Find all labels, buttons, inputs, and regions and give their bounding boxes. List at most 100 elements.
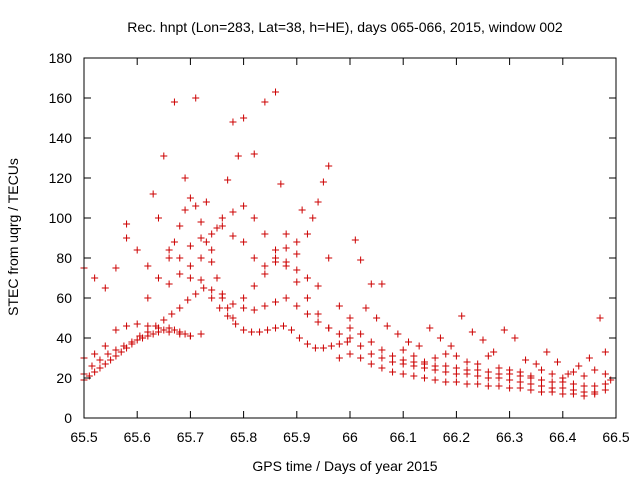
data-point (144, 294, 152, 302)
data-point (458, 312, 466, 320)
data-point (170, 326, 178, 334)
data-point (559, 374, 567, 382)
data-point (282, 294, 290, 302)
data-point (229, 314, 237, 322)
series-arc-late-4 (362, 304, 609, 378)
data-point (452, 370, 460, 378)
data-point (591, 390, 599, 398)
y-tick-label: 160 (49, 90, 73, 106)
data-point (186, 274, 194, 282)
data-point (559, 384, 567, 392)
data-point (378, 364, 386, 372)
data-point (335, 354, 343, 362)
data-point (261, 98, 269, 106)
data-point (112, 264, 120, 272)
x-tick-label: 65.5 (70, 429, 97, 445)
data-point (516, 384, 524, 392)
data-point (186, 332, 194, 340)
data-point (548, 378, 556, 386)
data-point (327, 342, 335, 350)
data-point (335, 330, 343, 338)
data-point (442, 350, 450, 358)
data-point (250, 306, 258, 314)
data-point (431, 362, 439, 370)
data-point (181, 174, 189, 182)
data-point (176, 222, 184, 230)
data-point (335, 340, 343, 348)
data-point (165, 254, 173, 262)
data-point (601, 370, 609, 378)
data-point (186, 242, 194, 250)
data-point (452, 352, 460, 360)
data-point (101, 342, 109, 350)
data-point (495, 382, 503, 390)
data-point (224, 304, 232, 312)
data-point (495, 364, 503, 372)
data-point (197, 254, 205, 262)
data-point (548, 388, 556, 396)
data-point (250, 150, 258, 158)
data-point (431, 354, 439, 362)
data-point (240, 326, 248, 334)
data-point (383, 322, 391, 330)
data-point (240, 294, 248, 302)
data-point (256, 328, 264, 336)
data-point (500, 326, 508, 334)
data-point (314, 282, 322, 290)
y-tick-label: 60 (56, 290, 72, 306)
data-point (248, 328, 256, 336)
data-point (490, 348, 498, 356)
data-point (389, 358, 397, 366)
data-point (277, 180, 285, 188)
data-point (532, 360, 540, 368)
data-point (240, 202, 248, 210)
data-point (192, 94, 200, 102)
data-point (229, 232, 237, 240)
data-point (474, 360, 482, 368)
data-point (176, 304, 184, 312)
data-point (165, 280, 173, 288)
data-point (343, 338, 351, 346)
axes: 65.5 65.6 65.7 65.8 65.9 66 66.1 66.2 66.3 66.4 66… (49, 50, 630, 445)
data-point (474, 366, 482, 374)
data-point (282, 258, 290, 266)
data-point (170, 238, 178, 246)
data-point (303, 274, 311, 282)
data-point (197, 218, 205, 226)
data-point (394, 330, 402, 338)
data-point (303, 310, 311, 318)
data-point (192, 202, 200, 210)
data-point (213, 274, 221, 282)
data-point (367, 280, 375, 288)
data-point (405, 338, 413, 346)
data-point (559, 390, 567, 398)
data-point (309, 214, 317, 222)
data-point (240, 114, 248, 122)
data-point (149, 190, 157, 198)
data-point (160, 326, 168, 334)
y-tick-label: 80 (56, 250, 72, 266)
data-point (218, 222, 226, 230)
data-point (303, 230, 311, 238)
data-point (506, 376, 514, 384)
data-point (133, 336, 141, 344)
data-point (298, 206, 306, 214)
data-point (516, 368, 524, 376)
data-point (378, 354, 386, 362)
x-tick-label: 66 (342, 429, 358, 445)
x-tick-label: 65.8 (230, 429, 257, 445)
data-point (272, 254, 280, 262)
data-point (218, 214, 226, 222)
data-point (346, 314, 354, 322)
series-arc-mid-3 (240, 162, 333, 302)
data-point (569, 380, 577, 388)
data-point (186, 262, 194, 270)
data-point (580, 382, 588, 390)
data-point (538, 388, 546, 396)
data-point (176, 330, 184, 338)
data-point (91, 368, 99, 376)
data-point (373, 314, 381, 322)
data-point (272, 324, 280, 332)
